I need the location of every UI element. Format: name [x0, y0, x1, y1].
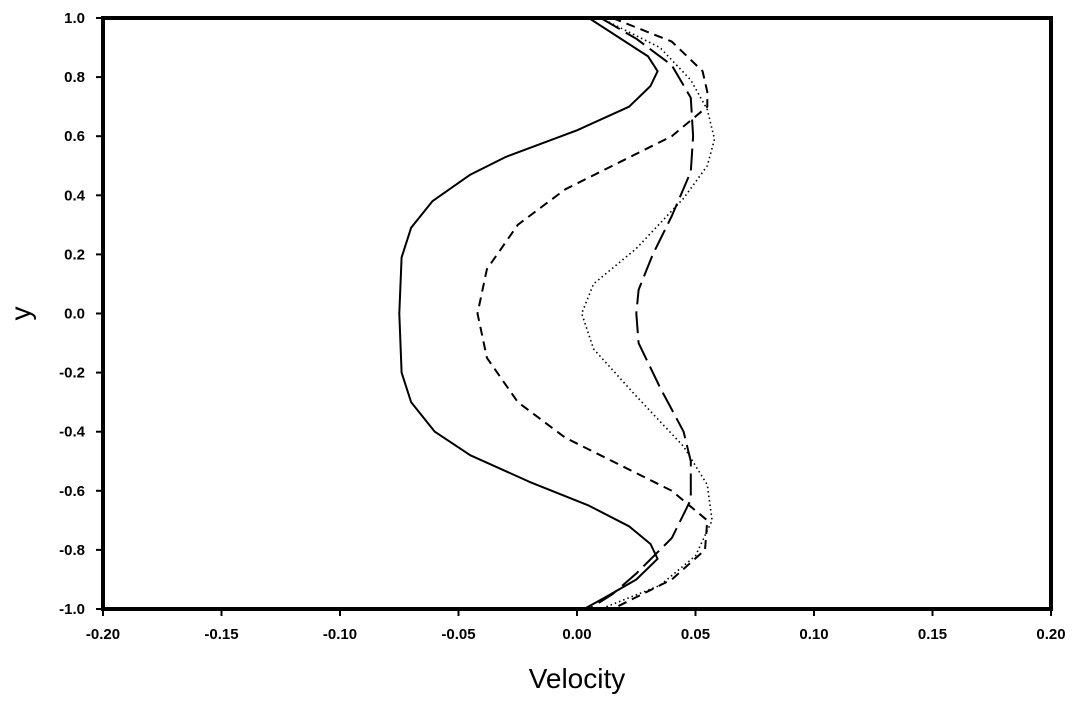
- x-axis-title: Velocity: [529, 663, 626, 694]
- x-tick-label: 0.05: [681, 626, 710, 643]
- y-tick-label: -0.8: [59, 542, 85, 559]
- y-tick-label: 0.2: [64, 246, 85, 263]
- x-tick-label: -0.10: [323, 626, 357, 643]
- y-tick-label: -1.0: [59, 601, 85, 618]
- series-line-solid: [398, 17, 659, 610]
- x-tick-label: 0.00: [562, 626, 591, 643]
- y-tick-label: -0.6: [59, 483, 85, 500]
- x-tick-label: 0.20: [1036, 626, 1065, 643]
- series-line-dashed: [476, 17, 709, 610]
- plot-frame: [101, 16, 1053, 611]
- series-line-dotted: [580, 17, 716, 610]
- y-tick-label: 0.0: [64, 306, 85, 323]
- y-axis-ticks: -1.0 -0.8 -0.6 -0.4 -0.2 0.0 0.2 0.4 0.6 0.8 1.0: [59, 10, 103, 618]
- y-axis-title: y: [5, 307, 36, 321]
- series-line-long-dash: [588, 17, 695, 610]
- y-tick-label: 0.8: [64, 69, 85, 86]
- y-tick-label: -0.4: [59, 424, 86, 441]
- y-tick-label: 0.6: [64, 128, 85, 145]
- x-tick-label: 0.10: [799, 626, 828, 643]
- x-tick-label: -0.15: [204, 626, 238, 643]
- x-tick-label: -0.20: [86, 626, 120, 643]
- x-tick-label: -0.05: [441, 626, 475, 643]
- series-layer: [398, 17, 716, 610]
- y-tick-label: -0.2: [59, 365, 85, 382]
- y-tick-label: 1.0: [64, 10, 85, 27]
- x-axis-ticks: -0.20 -0.15 -0.10 -0.05 0.00 0.05 0.10 0.15 0.20: [86, 609, 1066, 643]
- x-tick-label: 0.15: [918, 626, 947, 643]
- y-tick-label: 0.4: [64, 187, 86, 204]
